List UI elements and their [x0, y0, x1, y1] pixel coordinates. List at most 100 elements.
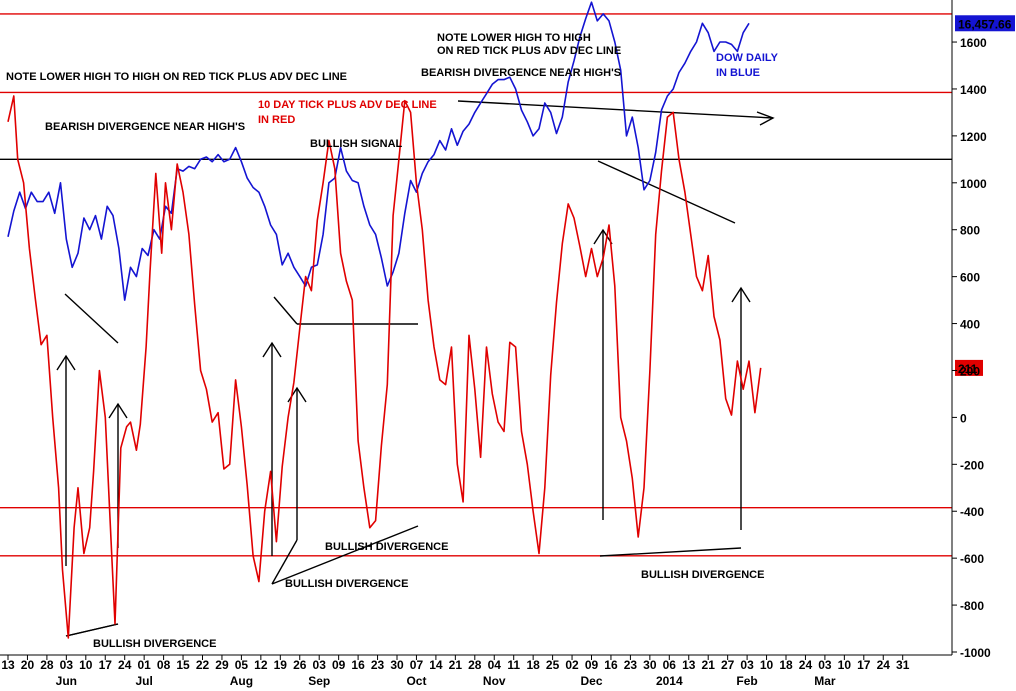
series-last-value-1: 211: [955, 359, 983, 376]
x-tick-label-25: 04: [488, 658, 502, 672]
annotation-6: ON RED TICK PLUS ADV DEC LINE: [437, 45, 621, 57]
annotation-8: DOW DAILY: [716, 52, 779, 64]
x-month-label-1: Jul: [135, 674, 152, 688]
x-tick-label-11: 29: [215, 658, 229, 672]
series-last-value-text-0: 16,457.66: [958, 17, 1012, 31]
x-tick-label-5: 17: [99, 658, 113, 672]
annotation-5: NOTE LOWER HIGH TO HIGH: [437, 32, 591, 44]
x-tick-label-38: 03: [740, 658, 754, 672]
y-tick-label-7: 200: [960, 364, 980, 378]
annotation-3: 10 DAY TICK PLUS ADV DEC LINE: [258, 99, 437, 111]
series-lines: [7, 1, 762, 639]
annotation-9: IN BLUE: [716, 67, 760, 79]
trendline-6: [65, 623, 119, 637]
x-tick-label-32: 23: [624, 658, 638, 672]
y-tick-label-8: 0: [960, 411, 967, 425]
x-tick-label-18: 16: [351, 658, 365, 672]
trendline-9: [599, 547, 742, 557]
x-tick-label-37: 27: [721, 658, 735, 672]
x-month-label-3: Sep: [308, 674, 330, 688]
arrow-4: [593, 228, 613, 520]
x-tick-label-10: 22: [196, 658, 210, 672]
annotations: NOTE LOWER HIGH TO HIGH ON RED TICK PLUS…: [6, 32, 779, 650]
trendline-0: [64, 293, 119, 344]
x-tick-label-41: 24: [799, 658, 813, 672]
x-tick-label-24: 28: [468, 658, 482, 672]
x-tick-label-1: 20: [21, 658, 35, 672]
y-tick-label-13: -1000: [960, 646, 991, 660]
y-tick-label-9: -200: [960, 458, 984, 472]
arrow-5: [731, 286, 751, 530]
x-tick-label-44: 17: [857, 658, 871, 672]
x-month-label-6: Dec: [580, 674, 602, 688]
annotation-1: BEARISH DIVERGENCE NEAR HIGH'S: [45, 121, 245, 133]
series-line-1: [7, 95, 762, 639]
x-tick-label-26: 11: [507, 658, 520, 672]
trendline-1: [273, 296, 298, 325]
x-tick-label-15: 26: [293, 658, 307, 672]
x-month-label-2: Aug: [230, 674, 253, 688]
annotation-11: BULLISH DIVERGENCE: [325, 541, 448, 553]
y-tick-label-12: -800: [960, 599, 984, 613]
y-tick-label-11: -600: [960, 552, 984, 566]
x-tick-label-16: 03: [313, 658, 327, 672]
x-tick-label-20: 30: [390, 658, 404, 672]
x-tick-label-43: 10: [838, 658, 852, 672]
x-tick-label-29: 02: [565, 658, 579, 672]
x-tick-label-7: 01: [137, 658, 151, 672]
x-tick-label-21: 07: [410, 658, 424, 672]
x-tick-label-0: 13: [1, 658, 15, 672]
x-tick-label-40: 18: [779, 658, 793, 672]
trendline-3: [457, 100, 774, 119]
x-tick-label-31: 16: [604, 658, 618, 672]
x-tick-label-39: 10: [760, 658, 774, 672]
x-tick-label-35: 13: [682, 658, 696, 672]
y-tick-label-0: 1600: [960, 36, 987, 50]
annotation-10: BULLISH DIVERGENCE: [93, 638, 216, 650]
y-tick-label-6: 400: [960, 318, 980, 332]
annotation-4: IN RED: [258, 114, 295, 126]
annotation-7: BEARISH DIVERGENCE NEAR HIGH'S: [421, 67, 621, 79]
x-month-label-9: Mar: [814, 674, 836, 688]
x-tick-label-17: 09: [332, 658, 346, 672]
series-line-0: [7, 1, 750, 301]
y-tick-label-2: 1200: [960, 130, 987, 144]
y-tick-label-10: -400: [960, 505, 984, 519]
x-tick-label-28: 25: [546, 658, 560, 672]
x-tick-label-13: 12: [254, 658, 268, 672]
x-tick-label-3: 03: [60, 658, 74, 672]
x-tick-label-6: 24: [118, 658, 132, 672]
x-tick-label-46: 31: [896, 658, 910, 672]
y-tick-label-3: 1000: [960, 177, 987, 191]
x-tick-label-14: 19: [274, 658, 288, 672]
x-tick-label-2: 28: [40, 658, 54, 672]
y-tick-label-5: 600: [960, 271, 980, 285]
annotation-0: NOTE LOWER HIGH TO HIGH ON RED TICK PLUS…: [6, 71, 347, 83]
arrow-2: [262, 341, 282, 556]
x-tick-label-9: 15: [176, 658, 190, 672]
horizontal-lines: [0, 13, 952, 557]
y-tick-label-1: 1400: [960, 83, 987, 97]
series-last-value-text-1: 211: [958, 362, 978, 376]
annotation-12: BULLISH DIVERGENCE: [285, 578, 408, 590]
trendline-8: [271, 525, 419, 585]
y-tick-label-4: 800: [960, 224, 980, 238]
annotation-13: BULLISH DIVERGENCE: [641, 569, 764, 581]
series-last-value-0: 16,457.66: [955, 15, 1015, 32]
x-tick-label-27: 18: [526, 658, 540, 672]
x-tick-label-19: 23: [371, 658, 385, 672]
trendline-4: [597, 160, 736, 224]
x-tick-label-8: 08: [157, 658, 171, 672]
x-tick-label-34: 06: [663, 658, 677, 672]
drawn-trendlines: [56, 100, 775, 637]
x-tick-label-33: 30: [643, 658, 657, 672]
arrowhead-feb: [756, 111, 775, 126]
x-month-label-7: 2014: [656, 674, 683, 688]
x-month-label-4: Oct: [406, 674, 426, 688]
x-tick-label-12: 05: [235, 658, 249, 672]
x-tick-label-36: 21: [702, 658, 716, 672]
